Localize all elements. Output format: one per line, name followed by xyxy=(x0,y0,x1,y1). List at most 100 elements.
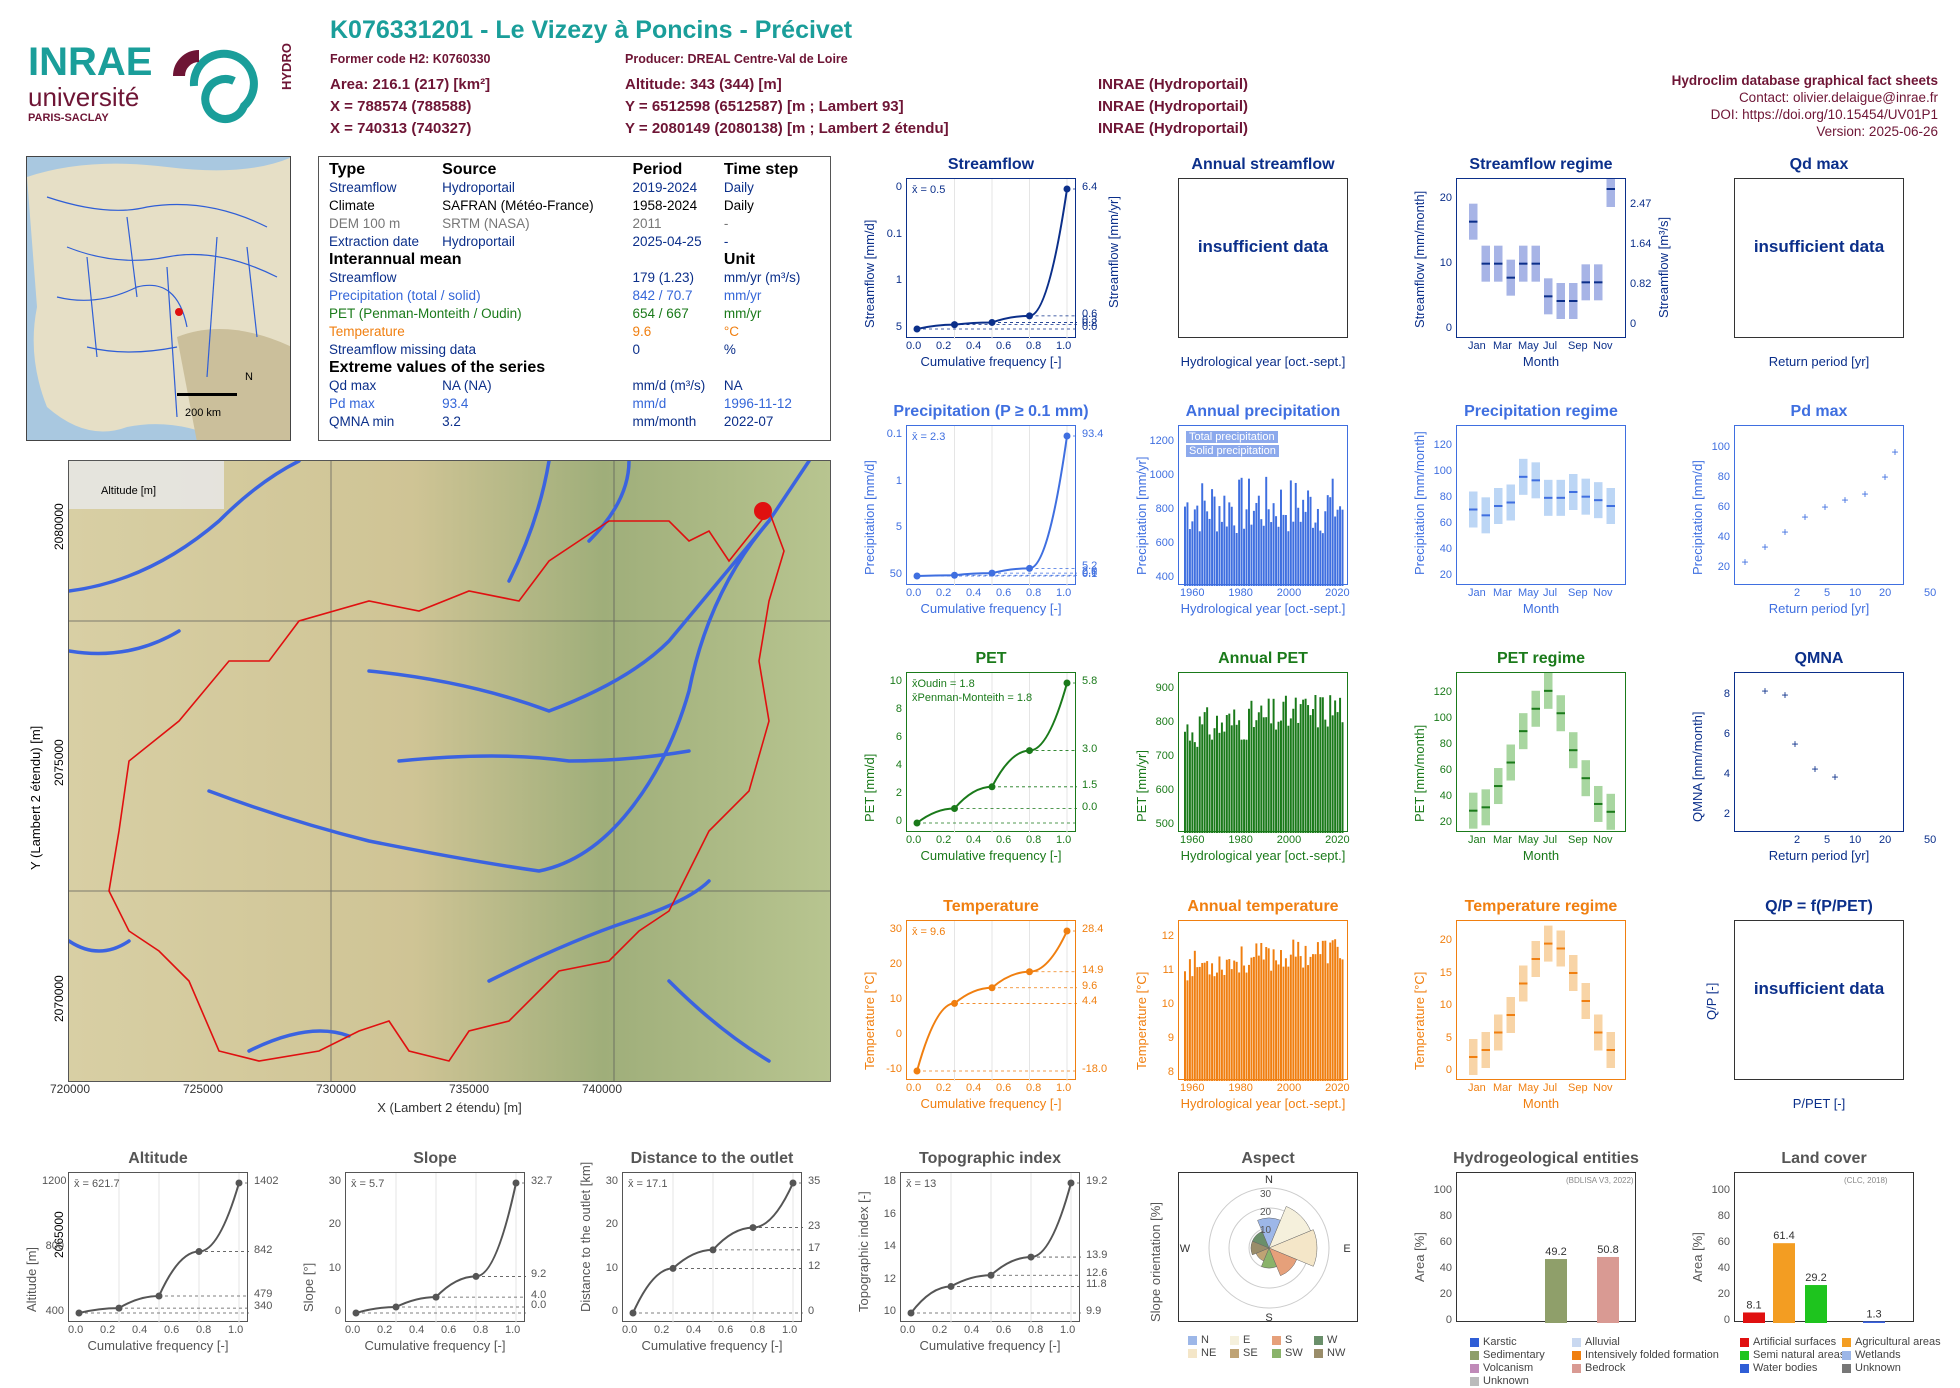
bar xyxy=(1213,728,1216,833)
bar xyxy=(1299,521,1302,586)
right-tick: 6.4 xyxy=(1082,181,1098,193)
x-tick: 0.4 xyxy=(966,587,982,599)
left-tick: 400 xyxy=(1155,571,1174,583)
extreme-title: Extreme values of the series xyxy=(329,359,546,376)
data-point xyxy=(907,1309,915,1317)
x-tick: 2000 xyxy=(1276,587,1302,599)
bar xyxy=(1294,697,1297,833)
y-axis-label: PET [mm/yr] xyxy=(1134,750,1149,822)
left-tick: 6 xyxy=(1723,728,1730,740)
cell: mm/yr xyxy=(723,306,762,321)
data-point: + xyxy=(1761,540,1768,554)
left-tick: 80 xyxy=(1717,471,1730,483)
cell: 842 / 70.7 xyxy=(632,288,693,303)
bar xyxy=(1191,521,1194,586)
cell: Daily xyxy=(723,198,754,213)
bar xyxy=(1188,529,1191,586)
bar xyxy=(1216,972,1218,1081)
bar xyxy=(1235,961,1238,1081)
left-tick: 9 xyxy=(1167,1032,1174,1044)
x-axis-label: Cumulative frequency [-] xyxy=(919,1338,1061,1353)
x-tick: 0.4 xyxy=(686,1324,702,1336)
catchment-map-svg xyxy=(69,461,830,1081)
bar xyxy=(1339,958,1342,1081)
x-tick: May xyxy=(1518,340,1539,352)
aspect-legend: N E S WNE SE SW NW xyxy=(1188,1334,1368,1360)
y-axis-label: Slope [°] xyxy=(301,1262,316,1312)
right-tick: 35 xyxy=(808,1175,821,1187)
bar xyxy=(1312,954,1314,1081)
right-tick: 0.6 xyxy=(1082,307,1098,320)
x-tick: 1980 xyxy=(1228,587,1253,599)
bar xyxy=(1243,739,1246,833)
chart-temperature xyxy=(906,920,1077,1081)
mean-row-missing: Streamflow missing data 0% xyxy=(329,341,820,359)
legend-item: Agricultural areas xyxy=(1842,1336,1944,1349)
chart-svg-distance xyxy=(629,1173,803,1323)
unit-title: Unit xyxy=(723,251,755,268)
x-tick: 1.0 xyxy=(1056,587,1072,599)
left-tick: 30 xyxy=(328,1175,341,1187)
bar xyxy=(1243,965,1246,1081)
data-point: + xyxy=(1861,487,1868,501)
x-tick: 0.0 xyxy=(906,587,922,599)
bar xyxy=(1287,725,1290,833)
data-point: + xyxy=(1821,500,1828,514)
x-tick: 1980 xyxy=(1228,1082,1253,1094)
right-tick: 4.0 xyxy=(531,1289,547,1302)
left-tick: 10 xyxy=(889,993,902,1005)
bar xyxy=(1201,724,1204,833)
bar xyxy=(1316,508,1319,586)
data-point: + xyxy=(1831,770,1838,784)
cell: 2019-2024 xyxy=(632,180,698,195)
left-tick: 10 xyxy=(1161,998,1174,1010)
bar xyxy=(1307,490,1310,586)
category-bar xyxy=(1805,1285,1827,1323)
y-axis-label: PET [mm/month] xyxy=(1412,724,1427,822)
left-tick: 10 xyxy=(605,1261,618,1274)
cell: 3.2 xyxy=(442,414,461,429)
bar xyxy=(1184,971,1186,1081)
extreme-header-row: Extreme values of the series xyxy=(329,359,820,377)
left-tick: 120 xyxy=(1433,439,1452,451)
y-axis-label: Streamflow [mm/month] xyxy=(1412,190,1427,328)
bar xyxy=(1292,708,1295,833)
hydro-text: HYDRO xyxy=(279,43,294,90)
chart-svg-annual_pet xyxy=(1184,695,1344,833)
left-tick: 40 xyxy=(1439,1262,1452,1274)
bar xyxy=(1211,739,1214,833)
bar xyxy=(1312,527,1314,586)
left-tick: 0 xyxy=(1445,322,1452,334)
extreme-row-qd: Qd max NA (NA) mm/d (m³/s) NA xyxy=(329,377,820,395)
bar xyxy=(1223,731,1226,833)
cell: NA (NA) xyxy=(442,378,492,393)
bar xyxy=(1184,731,1186,833)
bar xyxy=(1324,940,1327,1081)
right-tick: 11.8 xyxy=(1086,1278,1107,1291)
cell: 0 xyxy=(632,342,641,357)
left-tick: 80 xyxy=(1717,1210,1730,1222)
aspect-petal xyxy=(1268,1247,1298,1277)
data-point xyxy=(951,571,958,579)
bar xyxy=(1260,942,1263,1081)
cell: 2011 xyxy=(632,216,662,231)
y-axis-label: Temperature [°C] xyxy=(1134,971,1149,1070)
data-point xyxy=(947,1282,955,1290)
x-tick: Jan xyxy=(1468,834,1486,846)
bar xyxy=(1240,739,1243,833)
cell: Qd max xyxy=(329,378,377,393)
chart-title-temperature: Temperature xyxy=(943,898,1039,915)
bar xyxy=(1270,970,1273,1081)
mean-label: x̄ = 2.3 xyxy=(912,431,946,443)
legend-item: x̄Penman-Monteith = 1.8 xyxy=(912,692,1033,704)
bar xyxy=(1331,940,1334,1081)
cell: Precipitation (total / solid) xyxy=(329,288,481,303)
doi[interactable]: DOI: https://doi.org/10.15454/UV01P1 xyxy=(1710,107,1938,122)
contact[interactable]: Contact: olivier.delaigue@inrae.fr xyxy=(1738,90,1938,105)
cell: % xyxy=(723,342,736,357)
left-tick: 30 xyxy=(889,923,902,935)
bar xyxy=(1213,496,1216,586)
left-tick: 400 xyxy=(45,1305,64,1317)
legend-item: Wetlands xyxy=(1842,1349,1944,1362)
data-point xyxy=(1063,679,1071,687)
